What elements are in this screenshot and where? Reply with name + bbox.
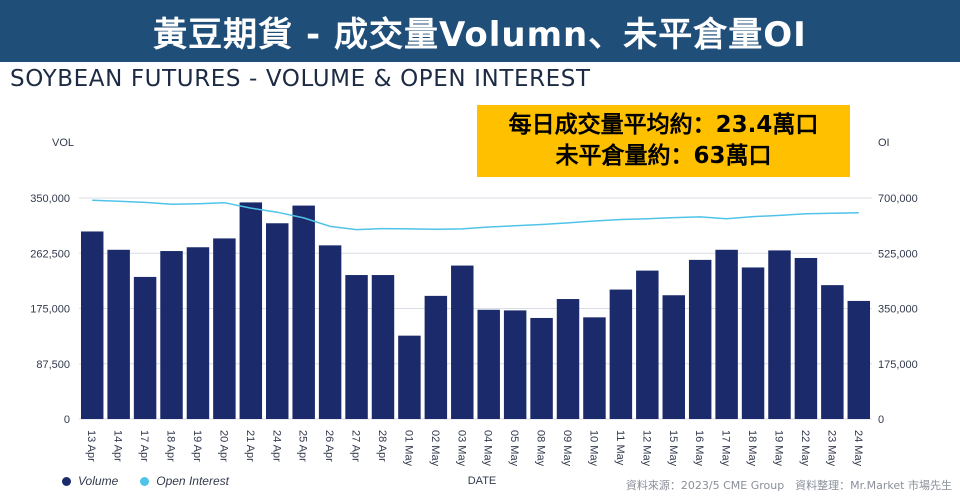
x-tick-label: 15 May: [667, 430, 679, 467]
volume-bar: [266, 223, 289, 419]
volume-bar: [345, 275, 368, 419]
volume-bar: [847, 300, 871, 419]
volume-bar: [80, 231, 104, 419]
average-callout: 每日成交量平均約：23.4萬口 未平倉量約：63萬口: [477, 105, 850, 177]
volume-bar: [503, 310, 527, 419]
y-left-tick-label: 0: [64, 414, 70, 426]
volume-bar: [609, 289, 633, 419]
x-tick-label: 18 May: [746, 430, 758, 467]
volume-bar: [794, 257, 818, 419]
open-interest-line: [92, 199, 859, 231]
chart-subtitle: SOYBEAN FUTURES - VOLUME & OPEN INTEREST: [10, 66, 591, 92]
y-left-tick-label: 262,500: [30, 248, 70, 260]
x-tick-label: 19 May: [772, 430, 784, 467]
x-tick-label: 14 Apr: [112, 430, 124, 462]
volume-bar: [741, 267, 765, 419]
source-note: 資料來源：2023/5 CME Group 資料整理：Mr.Market 市場先…: [625, 479, 952, 492]
y-right-axis-title: OI: [878, 137, 890, 149]
volume-bar: [688, 259, 712, 419]
volume-bar: [530, 317, 553, 419]
legend-item-open-interest[interactable]: Open Interest: [140, 474, 229, 488]
x-tick-label: 26 Apr: [323, 430, 335, 462]
y-right-tick-label: 525,000: [878, 248, 918, 260]
legend-volume-label: Volume: [78, 474, 119, 488]
y-left-axis-title: VOL: [52, 137, 74, 149]
volume-bar: [371, 275, 395, 419]
x-tick-label: 08 May: [535, 430, 547, 467]
x-tick-label: 13 Apr: [85, 430, 97, 462]
legend-item-volume[interactable]: Volume: [62, 474, 118, 488]
volume-bar: [768, 250, 791, 419]
x-tick-label: 16 May: [693, 430, 705, 467]
x-tick-label: 18 Apr: [165, 430, 177, 462]
x-tick-label: 04 May: [482, 430, 494, 467]
volume-bar: [715, 249, 738, 419]
y-left-tick-label: 87,500: [36, 359, 70, 371]
x-axis-title: DATE: [468, 475, 497, 487]
callout-volume-average: 每日成交量平均約：23.4萬口: [508, 112, 819, 138]
y-left-tick-label: 175,000: [30, 304, 70, 316]
volume-bar: [186, 247, 210, 419]
volume-bar: [662, 295, 685, 419]
volume-bar: [583, 317, 606, 419]
legend-oi-label: Open Interest: [156, 474, 229, 488]
volume-bar: [398, 335, 421, 419]
y-right-tick-label: 175,000: [878, 359, 918, 371]
x-tick-label: 28 Apr: [376, 430, 388, 462]
legend-oi-dot-icon: [140, 476, 150, 486]
volume-bar: [160, 251, 183, 419]
y-right-tick-label: 350,000: [878, 304, 918, 316]
volume-bar: [477, 309, 500, 419]
x-tick-label: 19 Apr: [191, 430, 203, 462]
volume-bar: [133, 276, 157, 419]
volume-bar: [318, 245, 342, 419]
x-tick-label: 25 Apr: [297, 430, 309, 462]
y-left-tick-label: 350,000: [30, 193, 70, 205]
y-right-tick-label: 700,000: [878, 193, 918, 205]
x-tick-label: 01 May: [402, 430, 414, 467]
x-tick-label: 10 May: [587, 430, 599, 467]
x-tick-label: 21 Apr: [244, 430, 256, 462]
x-tick-label: 02 May: [429, 430, 441, 467]
volume-bar: [213, 238, 236, 419]
x-tick-label: 17 May: [720, 430, 732, 467]
volume-bar: [292, 205, 315, 419]
x-tick-label: 05 May: [508, 430, 520, 467]
volume-bar: [107, 249, 130, 419]
callout-open-interest: 未平倉量約：63萬口: [555, 143, 772, 169]
x-tick-label: 17 Apr: [138, 430, 150, 462]
volume-bar: [821, 285, 844, 419]
volume-bar: [556, 299, 580, 419]
chart-legend: Volume Open Interest: [62, 474, 229, 488]
volume-bar: [451, 265, 474, 419]
legend-volume-dot-icon: [62, 476, 71, 486]
x-tick-label: 03 May: [455, 430, 467, 467]
volume-bar: [424, 295, 448, 419]
x-tick-label: 22 May: [799, 430, 811, 467]
x-tick-label: 24 Apr: [270, 430, 282, 462]
title-banner: 黃豆期貨 - 成交量Volumn、未平倉量OI: [0, 0, 960, 62]
volume-bar: [636, 270, 659, 419]
x-tick-label: 09 May: [561, 430, 573, 467]
x-tick-label: 24 May: [852, 430, 864, 467]
x-tick-label: 27 Apr: [350, 430, 362, 462]
x-tick-label: 23 May: [825, 430, 837, 467]
y-right-tick-label: 0: [878, 414, 884, 426]
page-title: 黃豆期貨 - 成交量Volumn、未平倉量OI: [153, 14, 807, 55]
volume-bar: [239, 202, 263, 419]
x-tick-label: 11 May: [614, 430, 626, 466]
x-tick-label: 20 Apr: [217, 430, 229, 462]
x-tick-label: 12 May: [640, 430, 652, 467]
